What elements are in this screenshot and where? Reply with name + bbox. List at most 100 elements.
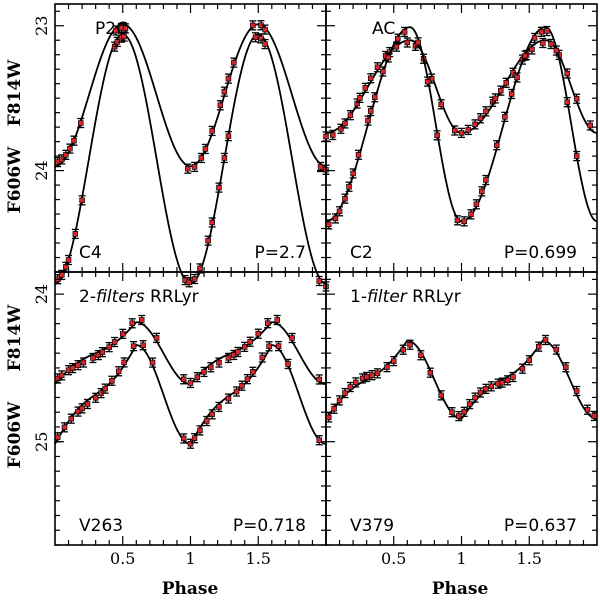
data-point: [373, 368, 381, 379]
data-point: [215, 401, 223, 413]
data-point: [346, 381, 354, 393]
data-point: [77, 117, 85, 129]
data-point: [401, 26, 409, 38]
panel-title: 1-filter RRLyr: [350, 287, 461, 307]
data-point: [355, 149, 363, 160]
data-point: [128, 318, 136, 329]
panel-bottom-right: 0.5 1 1.5 1-filter RRLyr V379 P=0.637: [325, 271, 598, 568]
data-point: [89, 352, 97, 364]
data-point: [399, 344, 407, 355]
data-point: [119, 328, 127, 340]
data-point: [191, 273, 199, 285]
data-point: [315, 374, 323, 385]
data-point: [573, 385, 581, 397]
data-point: [513, 72, 521, 83]
data-point: [215, 357, 223, 368]
data-point: [482, 174, 490, 186]
panel-frame: [54, 271, 327, 546]
data-point: [325, 412, 333, 423]
star-id: V379: [350, 516, 394, 536]
data-point: [224, 73, 232, 84]
data-point: [361, 82, 369, 94]
data-point: [60, 422, 68, 433]
data-point: [487, 381, 495, 392]
data-point: [258, 352, 266, 363]
data-point: [317, 161, 325, 173]
y-label-f606w-top: F606W: [5, 146, 25, 214]
data-point: [98, 347, 106, 358]
data-point: [71, 228, 79, 240]
data-point: [84, 398, 92, 410]
data-point: [573, 150, 581, 162]
y-axis-labels: F814W F606W F814W F606W: [5, 59, 25, 469]
data-point: [224, 130, 232, 142]
panel-title: P2C: [95, 19, 128, 39]
data-point: [224, 352, 232, 364]
star-id: V263: [79, 516, 123, 536]
data-point: [437, 99, 445, 110]
data-point: [215, 182, 223, 193]
y-tick-label: 25: [32, 432, 51, 452]
data-point: [208, 409, 216, 420]
data-point: [201, 143, 209, 155]
y-label-f814w-bottom: F814W: [5, 304, 25, 372]
data-point: [341, 387, 349, 399]
data-point: [112, 25, 120, 36]
data-point: [542, 334, 550, 346]
data-point: [528, 44, 536, 55]
data-point: [139, 340, 147, 351]
data-point: [220, 86, 228, 97]
y-tick-label: 24: [32, 284, 51, 304]
series-f814w: [54, 314, 327, 389]
data-point: [373, 62, 381, 73]
data-point: [498, 377, 506, 388]
data-point: [482, 106, 490, 117]
data-point: [584, 404, 592, 415]
series-f814w: [325, 334, 598, 423]
x-tick-label: 1: [185, 549, 195, 568]
panel-frame: [325, 271, 598, 546]
data-point: [187, 377, 194, 389]
data-point: [535, 341, 543, 352]
data-point: [78, 195, 86, 206]
data-point: [367, 105, 375, 117]
data-point: [371, 92, 379, 103]
series-f814w: [54, 20, 330, 175]
data-point: [501, 111, 509, 122]
data-point: [66, 143, 74, 154]
panel-title: 2-filters RRLyr: [79, 287, 199, 307]
data-point: [417, 350, 425, 361]
data-point: [120, 357, 128, 368]
panel-top-right: AC C2 P=0.699: [322, 3, 598, 273]
data-point: [325, 219, 333, 230]
panel-top-left: 23 24 P2C C4 P=2.7: [32, 3, 330, 292]
data-point: [252, 32, 260, 43]
data-point: [491, 93, 499, 104]
data-point: [590, 410, 598, 422]
data-point: [74, 360, 82, 371]
data-point: [478, 186, 486, 197]
data-point: [196, 425, 204, 436]
data-point: [497, 85, 505, 96]
data-point: [363, 371, 371, 383]
data-point: [448, 407, 456, 418]
data-point: [349, 168, 357, 179]
data-point: [58, 154, 66, 165]
data-point: [238, 380, 246, 391]
data-point: [433, 130, 441, 141]
data-point: [394, 33, 402, 44]
data-point: [531, 32, 539, 44]
data-point: [191, 433, 199, 444]
data-point: [108, 375, 116, 386]
data-point: [216, 100, 224, 111]
data-point: [451, 125, 459, 136]
data-point: [184, 163, 192, 174]
data-point: [249, 20, 257, 31]
data-point: [204, 235, 212, 246]
data-point: [101, 383, 109, 394]
data-point: [322, 131, 330, 142]
data-point: [453, 215, 461, 226]
data-point: [464, 124, 472, 136]
data-point: [234, 346, 242, 358]
data-point: [509, 371, 517, 383]
